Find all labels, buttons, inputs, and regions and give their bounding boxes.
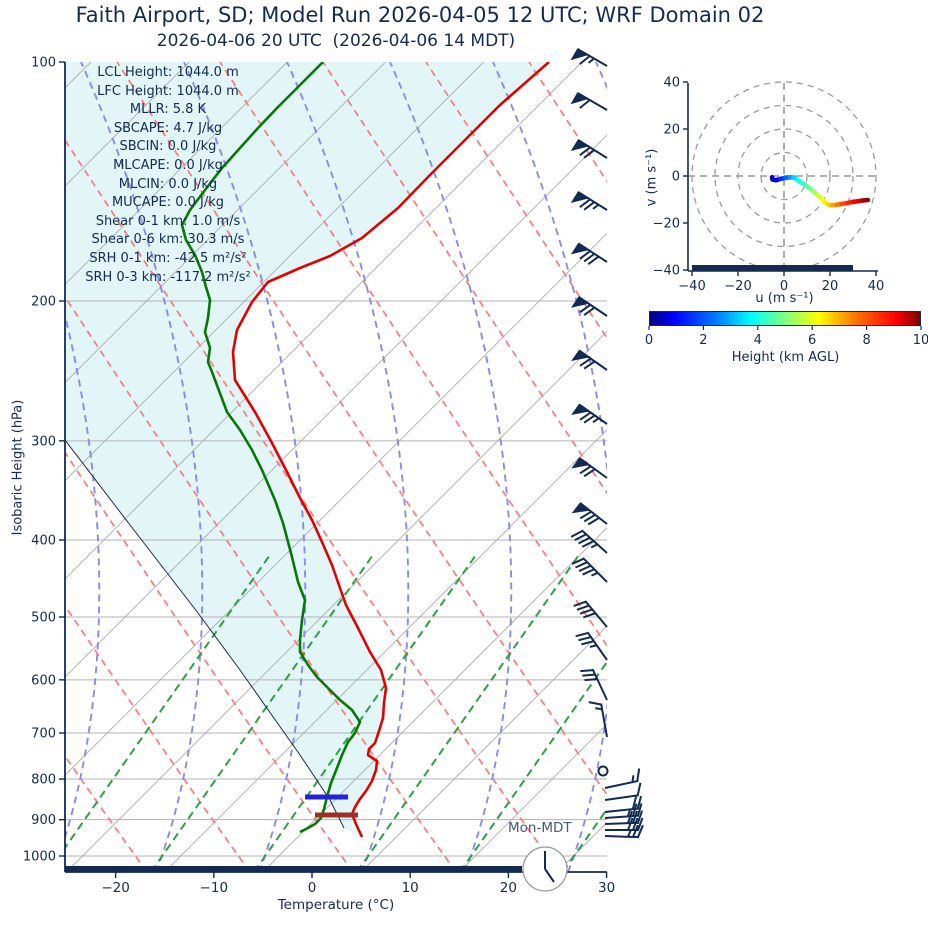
day-annotation: Mon-MDT — [508, 820, 572, 836]
dewpoint-curve — [180, 62, 362, 834]
wind-barb — [570, 296, 608, 317]
hodograph-v-tick-label: 40 — [663, 76, 680, 91]
hodograph-v-axis-label: v (m s⁻¹) — [644, 148, 660, 207]
colorbar-label: Height (km AGL) — [731, 350, 840, 365]
temperature-curve — [231, 62, 550, 838]
hodograph-plot-area — [688, 81, 878, 271]
wind-barb — [571, 502, 608, 526]
stats-line: Shear 0-6 km: 30.3 m/s — [91, 232, 245, 248]
wind-barb — [573, 600, 608, 628]
cin-shaded-region — [65, 62, 549, 837]
wind-barb — [571, 403, 608, 425]
colorbar-tick-label: 2 — [699, 333, 707, 348]
pressure-tick-label: 100 — [31, 56, 56, 71]
stats-line: LCL Height: 1044.0 m — [97, 65, 239, 80]
hodograph-u-tick-label: 40 — [868, 279, 885, 294]
pressure-tick-label: 300 — [31, 434, 56, 449]
wind-barb — [588, 701, 608, 738]
colorbar-tick-label: 6 — [808, 333, 816, 348]
wind-barb — [580, 668, 608, 701]
temperature-tick-label: 20 — [500, 880, 517, 896]
stats-line: SBCAPE: 4.7 J/kg — [113, 120, 223, 136]
temperature-tick-label: 30 — [598, 880, 615, 896]
pressure-tick-label: 400 — [31, 534, 56, 549]
hodograph-u-tick-label: 0 — [780, 279, 788, 294]
wind-barb — [571, 349, 608, 371]
calm-wind-circle — [597, 765, 609, 777]
parcel-path-line — [65, 439, 345, 829]
pressure-tick-label: 1000 — [23, 850, 56, 865]
wind-barb — [604, 803, 643, 819]
temperature-tick-label: −10 — [200, 880, 229, 896]
wind-barb — [571, 457, 608, 479]
pressure-tick-label: 800 — [31, 773, 56, 788]
height-colorbar — [649, 311, 921, 326]
wind-barb — [604, 795, 643, 813]
colorbar-tick-label: 0 — [645, 333, 653, 348]
wind-barb — [570, 529, 608, 554]
temperature-tick-label: 10 — [402, 880, 419, 896]
stats-line: LFC Height: 1044.0 m — [97, 83, 239, 99]
wind-barb — [604, 768, 641, 789]
wind-barb — [570, 48, 608, 67]
stats-line: Shear 0-1 km: 1.0 m/s — [95, 213, 241, 229]
wind-barb — [570, 191, 608, 211]
wind-barb — [575, 631, 608, 661]
temperature-axis-label: Temperature (°C) — [277, 897, 395, 913]
wind-barb — [604, 782, 642, 801]
valid-time-subtitle: 2026-04-06 20 UTC (2026-04-06 14 MDT) — [156, 31, 516, 51]
wind-barb — [570, 242, 608, 265]
wind-barb — [605, 817, 644, 831]
temperature-tick-label: 0 — [308, 880, 317, 896]
colorbar-tick-label: 8 — [862, 333, 870, 348]
pressure-tick-label: 900 — [31, 813, 56, 828]
wind-barb — [570, 92, 608, 111]
hodograph-u-tick-label: 20 — [822, 279, 839, 294]
stats-line: SRH 0-3 km: -117.2 m²/s² — [85, 269, 251, 285]
hodograph-v-tick-label: −20 — [653, 217, 680, 232]
clock-icon — [522, 846, 568, 892]
colorbar-tick-label: 10 — [913, 333, 928, 348]
stats-line: MLCIN: 0.0 J/kg — [118, 176, 218, 192]
hodograph-u-axis-label: u (m s⁻¹) — [755, 291, 814, 306]
temperature-tick-label: −20 — [101, 880, 130, 896]
stats-line: SBCIN: 0.0 J/kg — [119, 139, 217, 155]
wind-barb — [604, 824, 644, 839]
pressure-tick-label: 200 — [31, 295, 56, 310]
page-title: Faith Airport, SD; Model Run 2026-04-05 … — [75, 3, 765, 27]
hodograph-u-tick-label: −40 — [678, 279, 705, 294]
hodograph-v-tick-label: 0 — [672, 170, 680, 185]
hodograph-u-tick-label: −20 — [724, 279, 751, 294]
pressure-tick-label: 500 — [31, 610, 56, 625]
hodograph-v-tick-label: 20 — [663, 123, 680, 138]
pressure-axis-label: Isobaric Height (hPa) — [10, 399, 26, 536]
stats-line: MLLR: 5.8 K — [129, 102, 207, 118]
colorbar-tick-label: 4 — [754, 333, 762, 348]
stats-line: MLCAPE: 0.0 J/kg — [113, 157, 223, 173]
stats-line: SRH 0-1 km: -42.5 m²/s² — [89, 250, 247, 266]
wind-barb — [570, 139, 608, 159]
skewt-plot-area — [65, 62, 607, 872]
pressure-tick-label: 600 — [31, 673, 56, 688]
pressure-tick-label: 700 — [31, 727, 56, 742]
wind-barb — [604, 810, 644, 825]
sounding-stats-block: LCL Height: 1044.0 m LFC Height: 1044.0 m… — [68, 64, 268, 287]
wind-barb — [571, 557, 608, 583]
stats-line: MUCAPE: 0.0 J/kg — [111, 195, 225, 211]
hodograph-v-tick-label: −40 — [653, 264, 680, 279]
